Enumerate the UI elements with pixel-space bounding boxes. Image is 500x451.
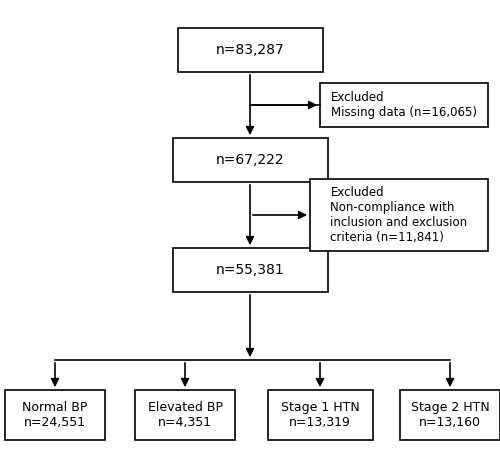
FancyBboxPatch shape	[172, 138, 328, 182]
Text: Normal BP
n=24,551: Normal BP n=24,551	[22, 401, 88, 429]
FancyBboxPatch shape	[310, 179, 488, 251]
FancyBboxPatch shape	[178, 28, 322, 72]
FancyBboxPatch shape	[320, 83, 488, 127]
Text: n=67,222: n=67,222	[216, 153, 284, 167]
FancyBboxPatch shape	[268, 390, 372, 440]
Text: Stage 2 HTN
n=13,160: Stage 2 HTN n=13,160	[410, 401, 490, 429]
FancyBboxPatch shape	[400, 390, 500, 440]
FancyBboxPatch shape	[172, 248, 328, 292]
Text: n=55,381: n=55,381	[216, 263, 284, 277]
FancyBboxPatch shape	[5, 390, 105, 440]
Text: n=83,287: n=83,287	[216, 43, 284, 57]
Text: Excluded
Non-compliance with
inclusion and exclusion
criteria (n=11,841): Excluded Non-compliance with inclusion a…	[330, 186, 468, 244]
FancyBboxPatch shape	[135, 390, 235, 440]
Text: Excluded
Missing data (n=16,065): Excluded Missing data (n=16,065)	[331, 91, 477, 119]
Text: Stage 1 HTN
n=13,319: Stage 1 HTN n=13,319	[280, 401, 359, 429]
Text: Elevated BP
n=4,351: Elevated BP n=4,351	[148, 401, 222, 429]
